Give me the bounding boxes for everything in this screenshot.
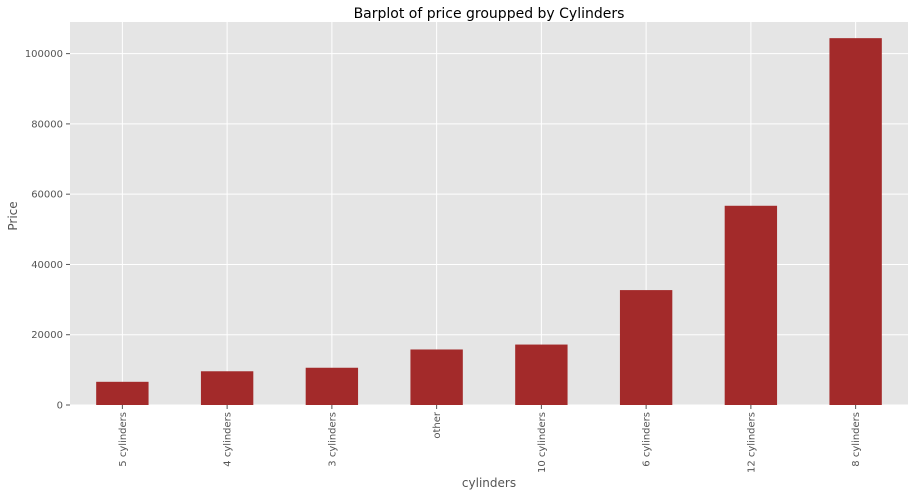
x-tick-label: 3 cylinders	[327, 412, 338, 467]
bar-12-cylinders	[724, 205, 778, 405]
bar-10-cylinders	[515, 344, 568, 405]
y-axis-label: Price	[6, 201, 20, 230]
bar-other	[410, 349, 463, 405]
bar-6-cylinders	[619, 290, 673, 405]
x-tick-label: 5 cylinders	[118, 412, 129, 467]
bar-8-cylinders	[829, 38, 882, 406]
chart-title: Barplot of price groupped by Cylinders	[354, 6, 625, 22]
y-tick-label: 0	[57, 401, 63, 412]
x-tick-label: 10 cylinders	[537, 412, 548, 473]
y-axis-ticks: 0 20000 40000 60000 80000 100000	[25, 49, 70, 412]
x-tick-label: 8 cylinders	[851, 412, 862, 467]
y-tick-label: 60000	[31, 190, 63, 201]
y-tick-label: 80000	[31, 119, 63, 130]
x-axis-ticks: 5 cylinders 4 cylinders 3 cylinders other 10…	[118, 405, 862, 473]
plot-background	[70, 22, 908, 405]
x-axis-label: cylinders	[462, 476, 516, 490]
bar-4-cylinders	[200, 371, 254, 405]
y-tick-label: 40000	[31, 260, 63, 271]
bars	[96, 38, 882, 406]
y-tick-label: 100000	[25, 49, 63, 60]
bar-5-cylinders	[96, 381, 149, 405]
y-tick-label: 20000	[31, 330, 63, 341]
bar-3-cylinders	[305, 367, 359, 405]
x-tick-label: other	[432, 411, 443, 439]
x-tick-label: 4 cylinders	[223, 412, 234, 467]
x-tick-label: 6 cylinders	[642, 412, 653, 467]
x-tick-label: 12 cylinders	[746, 412, 757, 473]
